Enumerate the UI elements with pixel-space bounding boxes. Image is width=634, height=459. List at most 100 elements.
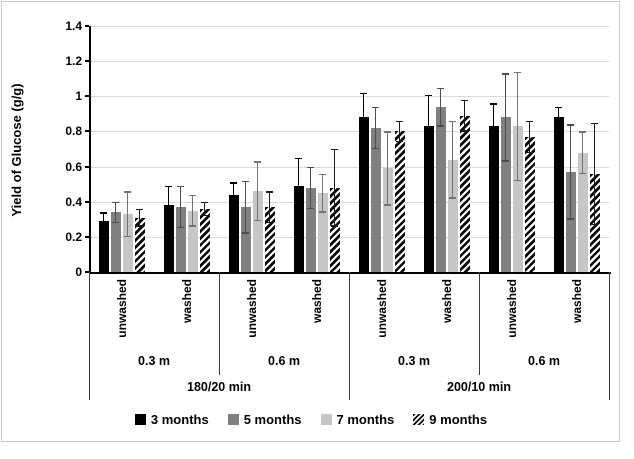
error-bar-line <box>528 120 531 153</box>
error-bar-cap-bottom <box>295 213 302 215</box>
y-axis-tick <box>85 235 89 238</box>
error-bar-cap-bottom <box>461 130 468 132</box>
error-bar-line <box>569 124 572 220</box>
error-bar-cap-bottom <box>189 225 196 227</box>
bar-5-months-group3 <box>240 206 251 272</box>
error-bar-line <box>362 92 365 142</box>
error-bar-cap-top <box>331 149 338 151</box>
error-bar-cap-top <box>372 106 379 109</box>
gridline <box>89 201 609 203</box>
category-label-unwashed-3: unwashed <box>244 279 259 338</box>
bar-3-months-group5 <box>358 117 369 272</box>
y-tick-label: 0.8 <box>65 124 82 139</box>
bar-7-months-group1 <box>122 214 133 272</box>
y-axis-tick <box>85 165 89 168</box>
legend-item-5-months: 5 months <box>227 412 302 427</box>
error-bar-cap-top <box>177 185 184 188</box>
bar-9-months-group2 <box>199 208 210 272</box>
category-label-pretreatment-1: 180/20 min <box>187 380 251 394</box>
legend: 3 months 5 months 7 months 9 months <box>2 408 620 430</box>
error-bar-cap-bottom <box>360 140 367 143</box>
bar-3-months-group2 <box>163 205 174 272</box>
category-label-unwashed-7: unwashed <box>504 279 519 338</box>
error-bar-line <box>256 161 259 222</box>
error-bar-line <box>386 131 389 206</box>
bar-7-months-group3 <box>252 191 263 272</box>
y-axis-tick <box>85 60 89 63</box>
legend-item-9-months: 9 months <box>413 412 487 427</box>
error-bar-cap-top <box>384 131 391 133</box>
y-tick-label: 1 <box>75 89 82 104</box>
category-label-height-2: 0.6 m <box>268 354 300 368</box>
category-divider <box>609 272 610 400</box>
error-bar-cap-bottom <box>490 148 497 150</box>
error-bar-line <box>203 201 206 216</box>
bar-3-months-group8 <box>553 117 564 272</box>
bar-7-months-group7 <box>512 126 523 272</box>
error-bar-cap-bottom <box>384 204 391 206</box>
bar-5-months-group6 <box>435 106 446 272</box>
bar-7-months-group5 <box>382 168 393 272</box>
category-label-washed-8: washed <box>569 279 584 324</box>
gridline <box>89 26 609 27</box>
error-bar-cap-top <box>514 71 521 74</box>
error-bar-cap-bottom <box>136 225 143 227</box>
bar-7-months-group4 <box>317 192 328 272</box>
error-bar-cap-bottom <box>112 221 119 224</box>
error-bar-line <box>191 194 194 227</box>
error-bar-line <box>309 166 312 209</box>
category-label-height-3: 0.3 m <box>398 354 430 368</box>
bar-5-months-group4 <box>305 187 316 272</box>
bar-5-months-group7 <box>500 117 511 272</box>
error-bar-cap-top <box>579 131 586 133</box>
error-bar-cap-top <box>266 191 273 193</box>
y-tick-label: 0.6 <box>65 159 82 174</box>
category-divider <box>219 272 220 375</box>
error-bar-line <box>593 122 596 225</box>
error-bar-cap-bottom <box>437 125 444 127</box>
x-axis-line <box>89 272 611 274</box>
error-bar-cap-bottom <box>201 214 208 217</box>
error-bar-cap-top <box>490 103 497 105</box>
y-tick-label: 0 <box>75 265 82 279</box>
error-bar-cap-top <box>425 94 432 96</box>
error-bar-cap-top <box>100 212 107 214</box>
error-bar-cap-bottom <box>254 220 261 222</box>
error-bar-cap-bottom <box>165 223 172 225</box>
error-bar-cap-bottom <box>307 207 314 210</box>
bar-3-months-group1 <box>98 221 109 272</box>
y-axis-line <box>89 26 91 272</box>
bar-3-months-group4 <box>293 185 304 272</box>
error-bar-cap-bottom <box>319 211 326 213</box>
bar-3-months-group3 <box>228 194 239 272</box>
y-axis-tick <box>85 200 89 203</box>
gridline <box>89 236 609 238</box>
gridline <box>89 166 609 168</box>
legend-swatch-square-icon <box>227 413 239 425</box>
bar-3-months-group6 <box>423 126 434 272</box>
category-label-unwashed-5: unwashed <box>374 279 389 338</box>
error-bar-line <box>427 94 430 158</box>
category-label-washed-4: washed <box>309 279 324 324</box>
legend-item-3-months: 3 months <box>134 411 209 427</box>
bar-7-months-group8 <box>577 152 588 272</box>
category-divider <box>349 272 350 400</box>
legend-label: 3 months <box>150 411 209 427</box>
bar-5-months-group8 <box>565 171 576 272</box>
error-bar-cap-top <box>165 185 172 188</box>
error-bar-cap-bottom <box>100 228 107 231</box>
bar-9-months-group4 <box>329 187 340 272</box>
error-bar-line <box>126 191 129 237</box>
error-bar-line <box>398 120 401 142</box>
bar-3-months-group7 <box>488 126 499 272</box>
error-bar-cap-bottom <box>579 172 586 174</box>
error-bar-cap-top <box>307 166 314 168</box>
error-bar-cap-bottom <box>372 148 379 150</box>
y-axis-tick <box>85 271 89 273</box>
error-bar-line <box>244 180 247 234</box>
error-bar-cap-bottom <box>124 235 131 238</box>
error-bar-line <box>268 191 271 223</box>
legend-swatch-square-icon <box>320 413 332 425</box>
error-bar-line <box>179 185 182 229</box>
error-bar-line <box>321 173 324 213</box>
